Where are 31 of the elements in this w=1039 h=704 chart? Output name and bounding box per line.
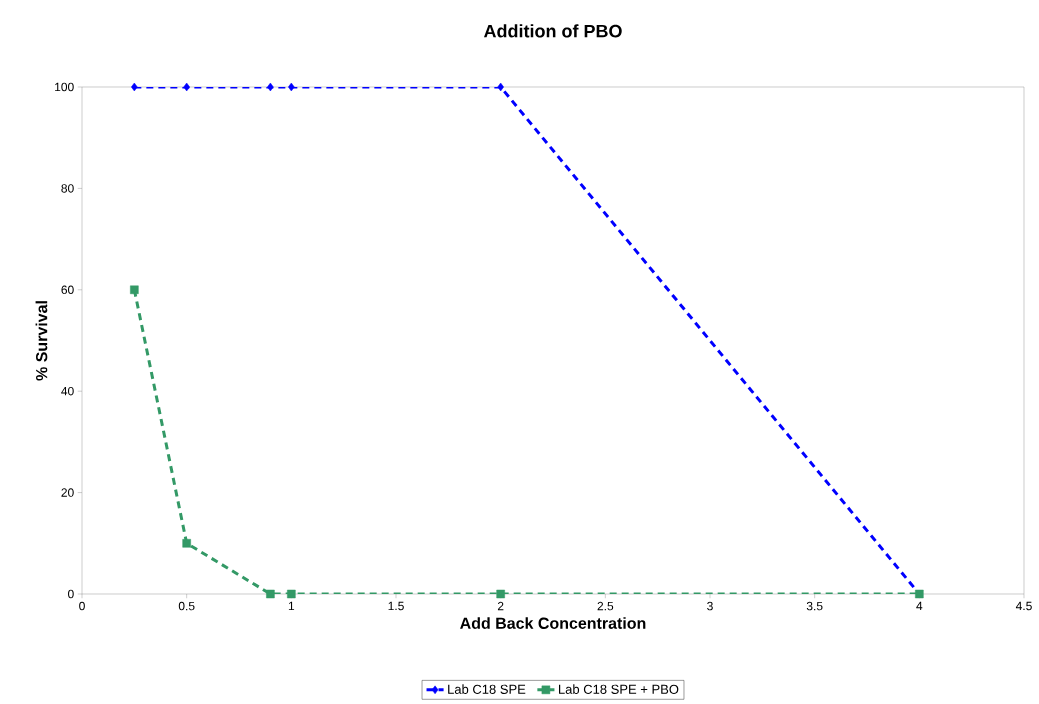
y-axis-title: % Survival [35, 301, 48, 381]
x-tick-label: 0 [79, 601, 85, 611]
x-tick-label: 3.5 [806, 601, 823, 611]
point [183, 82, 190, 92]
x-tick-label: 2 [497, 601, 504, 611]
point [496, 589, 505, 599]
chart-title: Addition of PBO [483, 24, 622, 38]
y-tick-label: 100 [55, 82, 74, 92]
y-tick-label: 60 [61, 285, 74, 295]
x-tick-label: 3 [707, 601, 713, 611]
point [267, 82, 274, 92]
x-tick-label: 1.5 [388, 601, 404, 611]
point [182, 539, 191, 548]
x-tick-label: 0.5 [178, 601, 195, 611]
y-tick-label: 20 [61, 488, 74, 497]
legend-label: Lab C18 SPE [448, 684, 526, 694]
point [288, 82, 295, 92]
x-tick-label: 4.5 [1015, 601, 1032, 611]
point [131, 82, 138, 92]
point [130, 285, 139, 295]
x-tick-label: 2.5 [597, 601, 614, 611]
point [287, 589, 296, 599]
y-tick-label: 0 [68, 589, 74, 599]
point [266, 589, 275, 599]
x-tick-label: 4 [916, 601, 923, 611]
y-tick-label: 80 [61, 184, 74, 193]
legend-label: Lab C18 SPE + PBO [559, 684, 679, 694]
x-tick-label: 1 [288, 601, 295, 611]
x-axis-title: Add Back Concentration [460, 617, 646, 629]
point [497, 82, 504, 92]
y-tick-label: 40 [61, 386, 74, 396]
